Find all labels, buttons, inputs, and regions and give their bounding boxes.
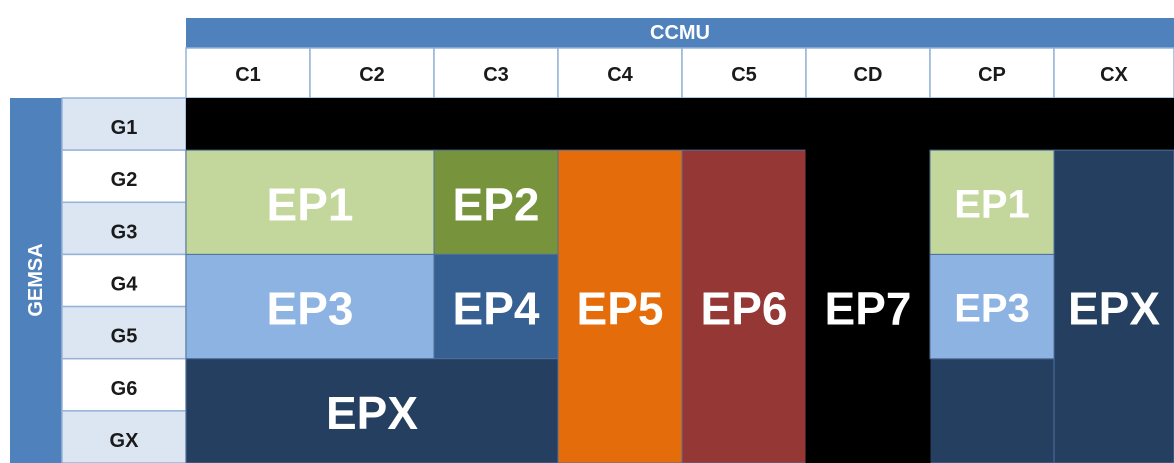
ccmu-header: CCMU [650, 22, 710, 44]
column-header: C1 [235, 64, 261, 86]
row-header: G4 [111, 274, 139, 296]
block [929, 253, 1055, 360]
block-label: EP2 [453, 178, 540, 230]
row-header-cell [61, 201, 187, 256]
row-header: G5 [111, 326, 138, 348]
block-label: EP1 [954, 182, 1030, 226]
column-header: CD [854, 64, 883, 86]
column-header-cell [929, 47, 1055, 99]
block-label: EPX [1068, 283, 1160, 335]
block [557, 149, 683, 463]
gemsa-header: GEMSA [25, 243, 47, 316]
block-label: EP7 [825, 283, 912, 335]
row-header: G3 [111, 221, 138, 243]
column-header: C2 [359, 64, 385, 86]
column-header-cell [557, 47, 683, 99]
column-header-cell [805, 47, 931, 99]
column-header: C5 [731, 64, 757, 86]
block [433, 149, 559, 255]
block-label: EPX [326, 387, 418, 439]
column-header-cell [681, 47, 807, 99]
gemsa-side-bar [10, 98, 62, 463]
column-header: C4 [607, 64, 633, 86]
row-header-cell [61, 149, 187, 204]
block-label: EP1 [267, 178, 354, 230]
ccmu-header-bar [186, 18, 1174, 48]
row-header: G1 [111, 117, 138, 139]
block-label: EP5 [577, 283, 664, 335]
block-label: EP4 [453, 283, 540, 335]
block [929, 149, 1055, 255]
row-header: G2 [111, 169, 138, 191]
row-header-cell [61, 410, 187, 463]
row-header-cell [61, 357, 187, 412]
block-label: EP3 [267, 283, 354, 335]
black-area [186, 98, 1174, 151]
block [1053, 149, 1174, 463]
row-header: GX [110, 430, 140, 452]
column-header: CP [978, 64, 1006, 86]
column-header-cell [1053, 47, 1174, 99]
column-header: CX [1100, 64, 1128, 86]
row-header-cell [61, 305, 187, 360]
block [681, 149, 807, 463]
navy-area [929, 358, 1055, 463]
block [185, 253, 435, 360]
column-header: C3 [483, 64, 509, 86]
row-header: G6 [111, 378, 138, 400]
block-label: EP6 [701, 283, 788, 335]
block-label: EP3 [954, 287, 1030, 331]
block [185, 358, 559, 463]
